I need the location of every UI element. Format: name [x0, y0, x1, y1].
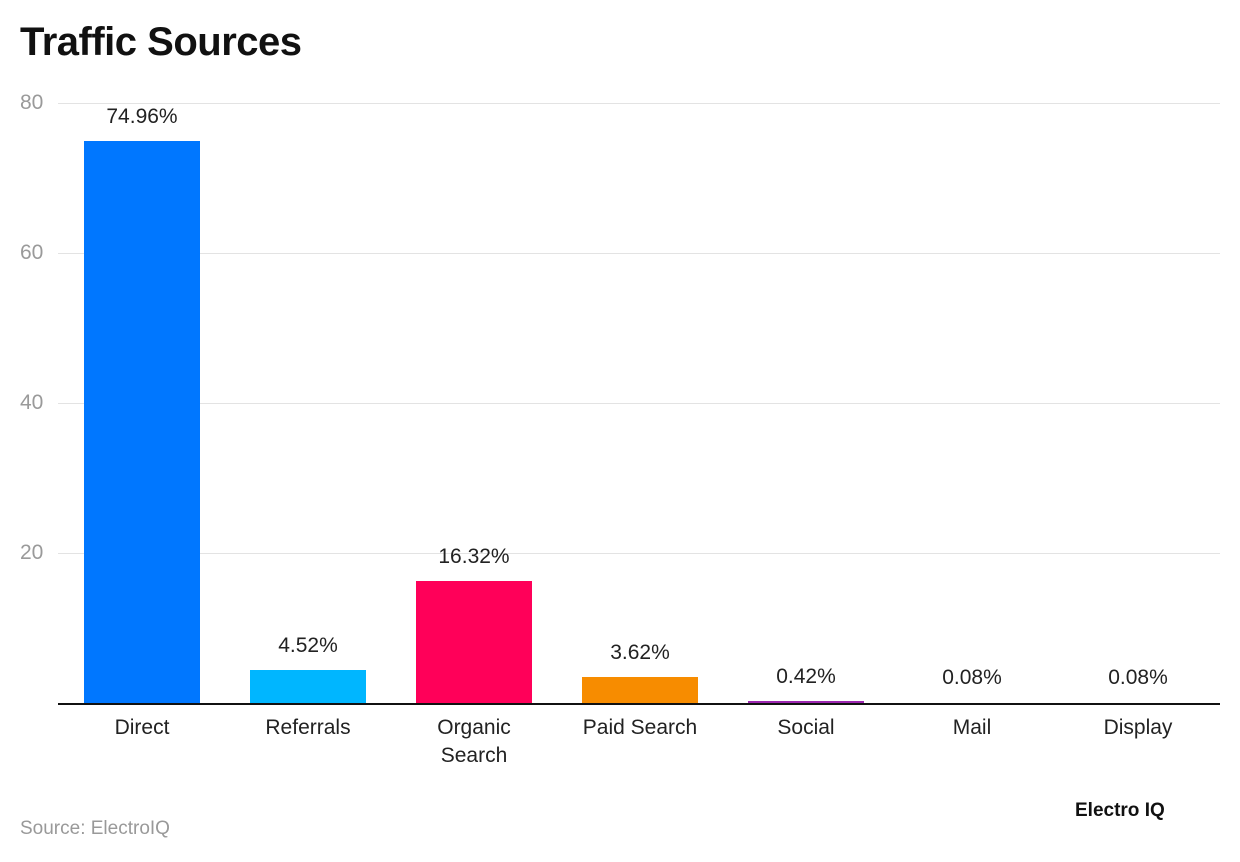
bar-paid-search	[582, 676, 698, 704]
gridline-60	[58, 253, 1220, 254]
bar-direct	[84, 140, 200, 704]
category-label: Social	[777, 716, 835, 739]
y-tick-40: 40	[20, 391, 44, 414]
brand-logo: Electro IQ	[1075, 800, 1165, 821]
y-tick-20: 20	[20, 541, 44, 564]
value-label: 4.52%	[278, 634, 338, 658]
x-axis-line	[58, 703, 1220, 705]
y-tick-60: 60	[20, 241, 44, 264]
y-tick-80: 80	[20, 91, 44, 114]
value-label: 0.08%	[1108, 666, 1168, 689]
value-label: 16.32%	[438, 545, 510, 569]
gridline-40	[58, 403, 1220, 404]
category-label: Organic Search	[437, 716, 511, 767]
bar-social	[748, 700, 864, 704]
value-label: 74.96%	[106, 104, 178, 128]
category-label: Paid Search	[582, 716, 698, 739]
category-label: Referrals	[265, 716, 351, 739]
category-label: Mail	[952, 716, 992, 739]
chart-title: Traffic Sources	[20, 20, 302, 64]
gridline-80	[58, 103, 1220, 104]
bar-organic-search	[416, 581, 532, 704]
category-label: Direct	[114, 716, 170, 739]
gridline-20	[58, 553, 1220, 554]
value-label: 3.62%	[610, 640, 670, 664]
value-label: 0.42%	[776, 664, 836, 688]
source-note: Source: ElectroIQ	[20, 818, 170, 839]
category-label: Display	[1103, 716, 1173, 739]
bar-referrals	[250, 670, 366, 704]
value-label: 0.08%	[942, 666, 1002, 689]
